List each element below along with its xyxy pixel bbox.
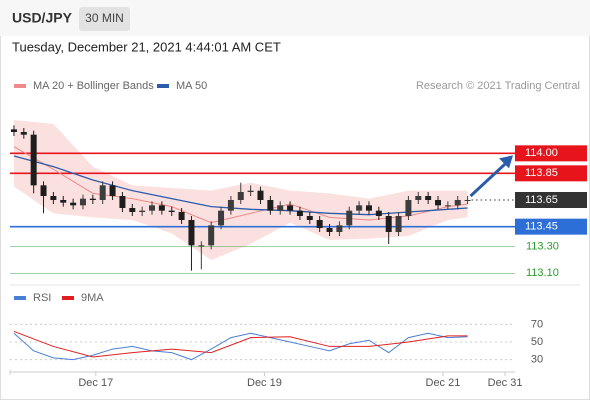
level-label: 113.85 [525, 167, 558, 179]
candle-body [336, 225, 343, 232]
candle-body [454, 200, 461, 206]
y-tick-label: 70 [531, 318, 543, 330]
candle-body [178, 212, 185, 220]
candle-body [415, 196, 422, 200]
legend-swatch [14, 84, 26, 88]
candle-body [218, 210, 225, 226]
rsi-line [13, 330, 468, 358]
candle-body [385, 216, 392, 232]
candle-body [99, 185, 106, 200]
candle-body [257, 190, 264, 200]
legend-label[interactable]: RSI [33, 292, 51, 304]
candle-body [149, 205, 156, 211]
level-box [515, 145, 587, 162]
candle-body [119, 196, 126, 208]
candle-body [425, 196, 432, 200]
level-label: 113.65 [525, 194, 558, 206]
legend-swatch [62, 296, 74, 300]
candle-body [267, 200, 274, 211]
candle-body [237, 192, 244, 200]
level-box [515, 218, 587, 235]
candle-body [365, 205, 372, 211]
y-tick-label: 50 [531, 336, 543, 348]
candle-body [247, 190, 254, 192]
level-box [515, 165, 587, 182]
x-tick-label: Dec 19 [247, 377, 282, 389]
candle-body [405, 200, 412, 216]
candle-body [464, 200, 471, 201]
candle-body [356, 205, 363, 211]
candle-body [168, 210, 175, 212]
candle-body [70, 202, 77, 206]
forecast-arrow [469, 159, 511, 198]
candle-body [306, 216, 313, 220]
symbol: USD/JPY [12, 10, 73, 26]
candle-body [109, 185, 116, 196]
candle-body [20, 132, 27, 135]
candle-body [158, 205, 165, 211]
candle-body [10, 129, 17, 132]
candle-body [50, 196, 57, 200]
level-label: 114.00 [525, 147, 558, 159]
level-label: 113.45 [525, 221, 558, 233]
candle-body [375, 210, 382, 216]
copyright: Research © 2021 Trading Central [416, 80, 580, 92]
level-label: 113.30 [526, 241, 559, 253]
candle-body [444, 205, 451, 207]
legend-swatch [14, 296, 26, 300]
candle-body [346, 210, 353, 226]
legend-swatch [157, 84, 169, 88]
candle-body [89, 198, 96, 200]
x-tick-label: Dec 17 [78, 377, 113, 389]
candle-body [227, 200, 234, 211]
candle-body [198, 245, 205, 247]
legend-label[interactable]: MA 50 [176, 80, 207, 92]
interval-pill[interactable] [79, 7, 130, 31]
timestamp: Tuesday, December 21, 2021 4:44:01 AM CE… [12, 39, 281, 54]
candle-body [208, 225, 215, 246]
candle-body [435, 200, 442, 206]
candle-body [40, 185, 47, 196]
interval: 30 MIN [85, 11, 124, 25]
forecast-arrowhead [499, 155, 513, 169]
rsi-line [13, 332, 468, 361]
candle-body [287, 205, 294, 211]
legend-label[interactable]: MA 20 + Bollinger Bands [33, 80, 154, 92]
x-tick-label: Dec 21 [426, 377, 461, 389]
x-tick-label: Dec 31 [488, 377, 523, 389]
candle-body [129, 208, 136, 212]
candle-body [60, 200, 67, 203]
level-label: 113.10 [526, 267, 559, 279]
candle-body [395, 216, 402, 232]
candle-body [30, 134, 37, 186]
candle-body [79, 198, 86, 206]
level-box [515, 192, 587, 208]
candle-body [139, 210, 146, 212]
y-tick-label: 30 [531, 354, 543, 366]
candle-body [188, 220, 195, 246]
legend-label[interactable]: 9MA [81, 292, 104, 304]
candle-body [326, 228, 333, 232]
candle-body [316, 220, 323, 228]
candle-body [296, 210, 303, 216]
candle-body [277, 205, 284, 211]
